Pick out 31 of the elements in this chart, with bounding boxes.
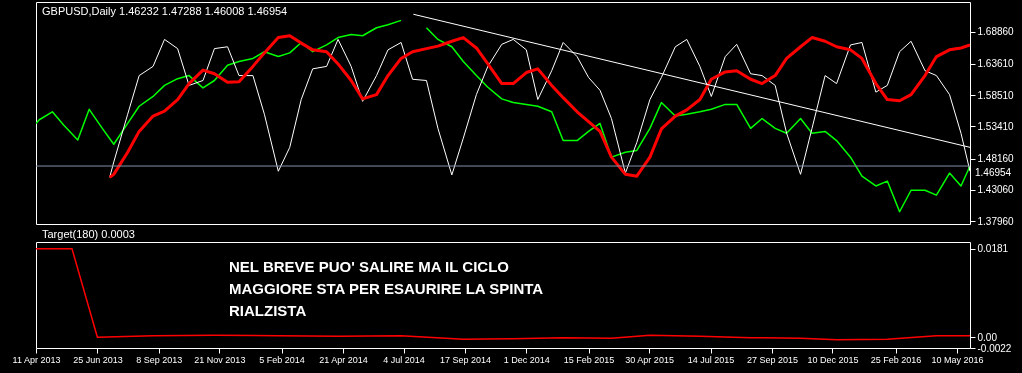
x-tick-label: 27 Sep 2015 — [746, 354, 798, 365]
y-tick-label: 1.63610 — [977, 58, 1015, 70]
y-tick-label: 0.0181 — [977, 243, 1009, 255]
x-tick-label: 8 Sep 2013 — [136, 354, 183, 365]
y-tick-label: 1.68860 — [977, 26, 1015, 38]
x-tick-label: 17 Sep 2014 — [439, 354, 491, 365]
x-tick-label: 30 Apr 2015 — [625, 354, 674, 365]
chart-title: GBPUSD,Daily 1.46232 1.47288 1.46008 1.46954 — [42, 5, 288, 17]
y-tick-label: 1.48160 — [977, 153, 1015, 165]
ref-line-label: 1.46954 — [975, 167, 1012, 179]
x-tick-label: 10 Dec 2015 — [807, 354, 859, 365]
x-tick-label: 5 Feb 2014 — [259, 354, 305, 365]
x-tick-label: 21 Nov 2013 — [194, 354, 246, 365]
y-tick-label: 1.43060 — [977, 184, 1015, 196]
y-tick-label: -0.0022 — [977, 342, 1012, 354]
x-tick-label: 21 Apr 2014 — [319, 354, 368, 365]
x-tick-label: 25 Jun 2013 — [73, 354, 123, 365]
x-tick-label: 15 Feb 2015 — [563, 354, 615, 365]
chart-title: Target(180) 0.0003 — [42, 228, 135, 240]
x-tick-label: 10 May 2016 — [931, 354, 984, 365]
x-tick-label: 1 Dec 2014 — [503, 354, 550, 365]
x-tick-label: 11 Apr 2013 — [12, 354, 61, 365]
x-tick-label: 14 Jul 2015 — [687, 354, 735, 365]
y-tick-label: 1.37960 — [977, 215, 1015, 227]
line-series — [36, 248, 970, 341]
annotation: NEL BREVE PUO' SALIRE MA IL CICLO MAGGIORE STA PER ESAURIRE LA SPINTA RIALZISTA — [229, 258, 544, 319]
y-tick-label: 0.00 — [977, 331, 998, 343]
x-tick-label: 25 Feb 2016 — [870, 354, 922, 365]
y-tick-label: 1.53410 — [977, 120, 1015, 132]
x-tick-label: 4 Jul 2014 — [383, 354, 425, 365]
y-tick-label: 1.58510 — [977, 89, 1015, 101]
